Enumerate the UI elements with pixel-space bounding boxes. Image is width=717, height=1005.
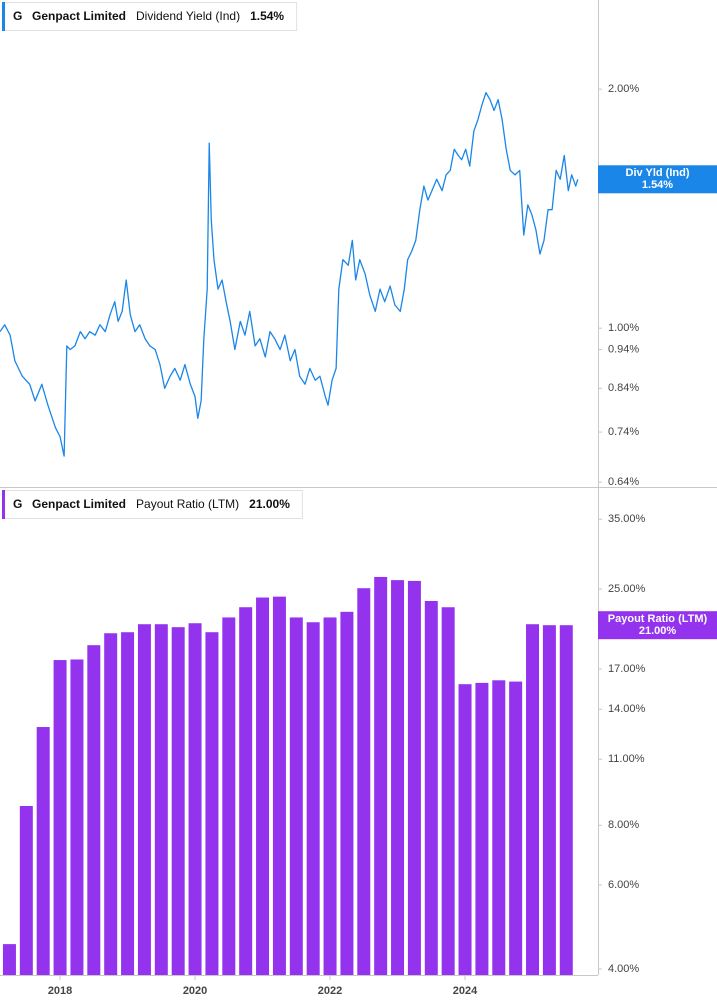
y-tick-label: 6.00% [608, 879, 639, 891]
bar [87, 645, 101, 975]
x-tick-label: 2024 [453, 985, 478, 997]
y-tick-label: 2.00% [608, 83, 639, 95]
bar [205, 632, 219, 975]
bar [104, 633, 118, 975]
bar [36, 727, 50, 975]
legend-entry: Dividend Yield (Ind) [136, 9, 240, 23]
tag-label: Payout Ratio (LTM) [608, 613, 708, 625]
bar [70, 659, 84, 975]
bar [239, 607, 253, 975]
legend-symbol: G [13, 497, 22, 511]
bar [289, 617, 303, 975]
bar [222, 617, 236, 975]
line-series [0, 91, 579, 457]
bar [272, 596, 286, 975]
bar [323, 617, 337, 975]
bar [137, 624, 151, 975]
x-tick-label: 2022 [318, 985, 342, 997]
bar [542, 625, 556, 975]
y-tick-label: 8.00% [608, 819, 639, 831]
legend-entry: Payout Ratio (LTM) [136, 497, 239, 511]
bar [188, 623, 202, 975]
y-tick-label: 0.94% [608, 343, 639, 355]
bar [492, 680, 506, 975]
bar [2, 944, 16, 975]
legend-swatch [2, 2, 5, 31]
bar [407, 580, 421, 975]
legend-box [2, 490, 303, 519]
bar [458, 684, 472, 975]
bar [441, 607, 455, 975]
bar [424, 600, 438, 975]
legend-box [2, 2, 298, 31]
bar [154, 624, 168, 975]
bar [526, 624, 540, 975]
y-tick-label: 17.00% [608, 663, 646, 675]
y-tick-label: 35.00% [608, 513, 646, 525]
tag-background [598, 611, 717, 640]
bar [559, 625, 573, 975]
bar [374, 576, 388, 975]
legend-company: Genpact Limited [32, 497, 126, 511]
tag-background [598, 165, 717, 194]
x-tick-label: 2020 [183, 985, 207, 997]
last-value-tag: Div Yld (Ind)1.54% [598, 165, 717, 194]
bar [256, 597, 270, 975]
y-tick-label: 0.64% [608, 476, 639, 488]
legend-value: 1.54% [250, 9, 284, 23]
bar [53, 660, 67, 975]
y-tick-label: 14.00% [608, 703, 646, 715]
legend-value: 21.00% [249, 497, 290, 511]
bar [171, 627, 185, 975]
tag-label: Div Yld (Ind) [626, 167, 690, 179]
x-tick-label: 2018 [48, 985, 72, 997]
bar [509, 681, 523, 975]
bar [19, 806, 33, 975]
bar [306, 622, 320, 975]
y-tick-label: 0.84% [608, 382, 639, 394]
legend-symbol: G [13, 9, 22, 23]
y-tick-label: 25.00% [608, 583, 646, 595]
legend-swatch [2, 490, 5, 519]
tag-value: 1.54% [642, 179, 673, 191]
bar [391, 580, 405, 975]
bar [475, 682, 489, 975]
y-tick-label: 0.74% [608, 426, 639, 438]
bar [357, 588, 371, 975]
y-tick-label: 1.00% [608, 322, 639, 334]
last-value-tag: Payout Ratio (LTM)21.00% [598, 611, 717, 640]
bar [121, 632, 135, 975]
y-tick-label: 11.00% [608, 753, 645, 765]
y-tick-label: 4.00% [608, 963, 639, 975]
legend-company: Genpact Limited [32, 9, 126, 23]
bar [340, 611, 354, 975]
tag-value: 21.00% [639, 625, 677, 637]
